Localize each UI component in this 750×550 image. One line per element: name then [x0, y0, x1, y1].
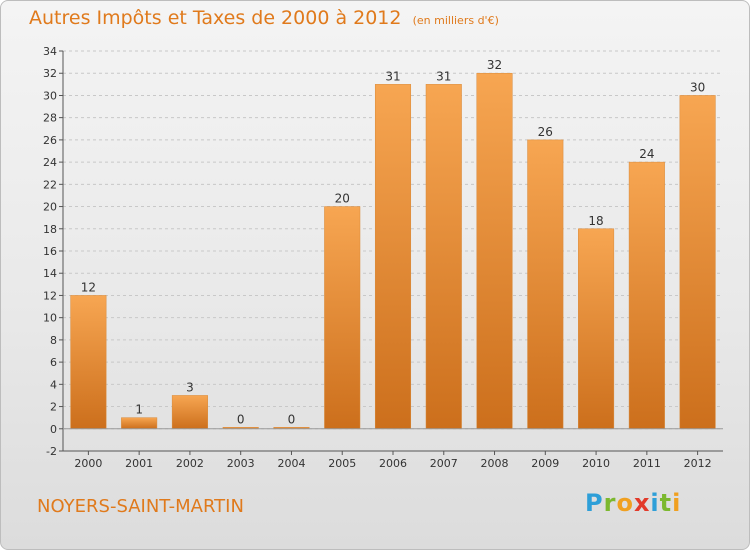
brand-letter: i — [672, 489, 682, 517]
x-tick-label: 2005 — [328, 457, 356, 470]
y-tick-label: 0 — [50, 423, 57, 436]
y-tick-label: 22 — [43, 178, 57, 191]
bar — [121, 417, 158, 430]
y-tick-label: -2 — [46, 445, 57, 458]
data-label: 32 — [487, 58, 502, 72]
x-tick-label: 2008 — [481, 457, 509, 470]
data-label: 3 — [186, 380, 194, 394]
y-tick-label: 16 — [43, 245, 57, 258]
brand-letter: x — [633, 489, 651, 517]
x-tick-label: 2012 — [684, 457, 712, 470]
bar — [628, 161, 665, 430]
x-tick-label: 2009 — [531, 457, 559, 470]
chart-title: Autres Impôts et Taxes de 2000 à 2012 (e… — [29, 7, 499, 29]
data-label: 24 — [639, 147, 654, 161]
x-tick-label: 2004 — [277, 457, 305, 470]
bar — [476, 72, 513, 430]
commune-name: NOYERS-SAINT-MARTIN — [37, 496, 244, 517]
y-tick-label: 34 — [43, 45, 57, 58]
data-label: 20 — [335, 192, 350, 206]
y-tick-label: 6 — [50, 356, 57, 369]
brand-letter: t — [659, 489, 673, 517]
x-tick-label: 2011 — [633, 457, 661, 470]
chart-title-main: Autres Impôts et Taxes de 2000 à 2012 — [29, 7, 402, 29]
data-label: 31 — [385, 69, 400, 83]
y-tick-label: 30 — [43, 89, 57, 102]
bar — [70, 295, 107, 430]
x-tick-label: 2007 — [430, 457, 458, 470]
data-label: 30 — [690, 80, 705, 94]
y-tick-label: 18 — [43, 223, 57, 236]
bar — [425, 84, 462, 430]
data-label: 12 — [81, 280, 96, 294]
data-label: 31 — [436, 69, 451, 83]
y-tick-label: 32 — [43, 67, 57, 80]
bar — [324, 206, 361, 430]
y-tick-label: 12 — [43, 289, 57, 302]
brand-letter: r — [603, 489, 617, 517]
brand-letter: P — [585, 489, 604, 517]
data-label: 26 — [538, 125, 553, 139]
x-tick-label: 2003 — [227, 457, 255, 470]
bar — [679, 95, 716, 430]
data-label: 18 — [588, 214, 603, 228]
bar — [374, 84, 412, 430]
proxiti-logo[interactable]: Proxiti — [585, 489, 681, 517]
brand-letter: i — [650, 489, 660, 517]
data-label: 0 — [237, 412, 245, 426]
y-tick-label: 28 — [43, 112, 57, 125]
bar — [527, 139, 564, 430]
chart-subtitle: (en milliers d'€) — [412, 14, 499, 27]
x-tick-label: 2001 — [125, 457, 153, 470]
brand-letter: o — [616, 489, 634, 517]
y-tick-label: 20 — [43, 201, 57, 214]
x-tick-label: 2006 — [379, 457, 407, 470]
y-tick-label: 26 — [43, 134, 57, 147]
x-tick-label: 2002 — [176, 457, 204, 470]
x-tick-label: 2010 — [582, 457, 610, 470]
y-tick-label: 10 — [43, 312, 57, 325]
y-tick-label: 24 — [43, 156, 57, 169]
y-tick-label: 4 — [50, 378, 57, 391]
bar — [578, 228, 615, 430]
data-label: 1 — [135, 403, 143, 417]
data-label: 0 — [288, 412, 296, 426]
y-tick-label: 8 — [50, 334, 57, 347]
y-tick-label: 14 — [43, 267, 57, 280]
bar — [171, 395, 208, 430]
x-tick-label: 2000 — [74, 457, 102, 470]
y-tick-label: 2 — [50, 401, 57, 414]
